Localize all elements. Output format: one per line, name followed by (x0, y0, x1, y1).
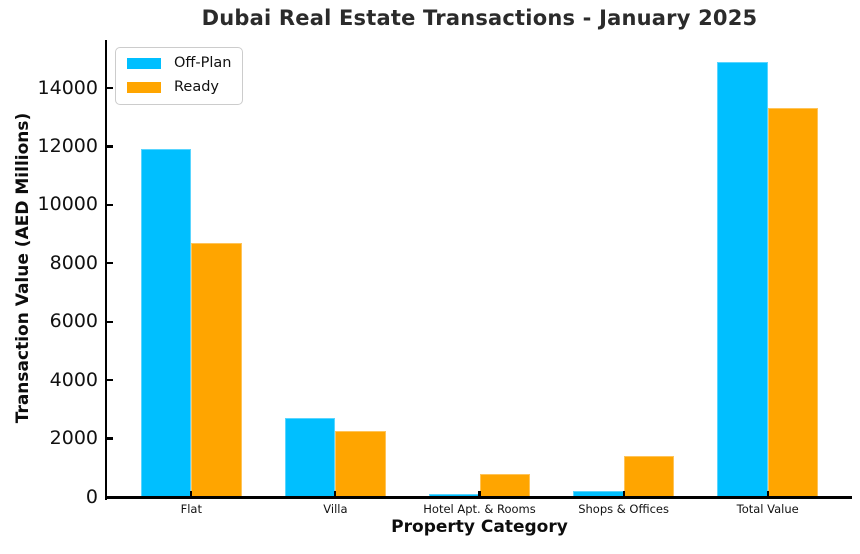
legend-item: Ready (127, 78, 231, 96)
x-tick-label: Villa (323, 502, 348, 516)
y-tick-label: 6000 (49, 310, 98, 333)
bar-off-plan-1 (284, 418, 336, 497)
y-tick-label: 8000 (49, 251, 98, 274)
legend: Off-Plan Ready (115, 47, 244, 105)
bar-ready-4 (767, 108, 819, 497)
bar-off-plan-2 (429, 494, 480, 497)
x-tick-mark (478, 491, 481, 497)
y-tick-mark (107, 320, 113, 323)
bar-off-plan-3 (573, 491, 624, 497)
x-tick-label: Hotel Apt. & Rooms (423, 502, 536, 516)
y-tick-mark (107, 262, 113, 265)
legend-swatch-ready (127, 82, 161, 94)
chart-title: Dubai Real Estate Transactions - January… (201, 6, 758, 30)
y-tick-label: 2000 (49, 427, 98, 450)
y-tick-label: 4000 (49, 368, 98, 391)
y-tick-mark (107, 379, 113, 382)
y-tick-label: 10000 (37, 193, 98, 216)
y-tick-label: 0 (85, 485, 98, 508)
bar-off-plan-0 (140, 149, 192, 497)
bar-ready-3 (623, 456, 675, 497)
y-tick-mark (107, 203, 113, 206)
x-tick-mark (622, 491, 625, 497)
x-axis-label: Property Category (391, 517, 568, 537)
x-tick-label: Flat (180, 502, 202, 516)
bar-ready-0 (191, 242, 242, 497)
y-tick-mark (107, 86, 113, 90)
y-tick-label: 14000 (37, 76, 98, 99)
legend-label: Off-Plan (174, 55, 232, 71)
y-tick-mark (107, 495, 113, 499)
x-tick-label: Total Value (736, 502, 799, 516)
y-axis-spine (104, 40, 107, 500)
bar-off-plan-4 (717, 61, 768, 497)
y-tick-mark (107, 437, 113, 440)
x-tick-mark (334, 491, 337, 497)
y-tick-mark (107, 145, 113, 148)
x-tick-mark (190, 491, 193, 497)
legend-label: Ready (174, 78, 220, 95)
legend-swatch-off-plan (127, 58, 161, 70)
y-tick-label: 12000 (37, 134, 98, 157)
x-tick-label: Shops & Offices (578, 502, 669, 516)
legend-item: Off-Plan (127, 55, 232, 72)
bar-ready-2 (479, 473, 530, 497)
bar-ready-1 (335, 431, 386, 497)
x-axis-spine (104, 496, 852, 499)
x-tick-mark (766, 491, 769, 497)
